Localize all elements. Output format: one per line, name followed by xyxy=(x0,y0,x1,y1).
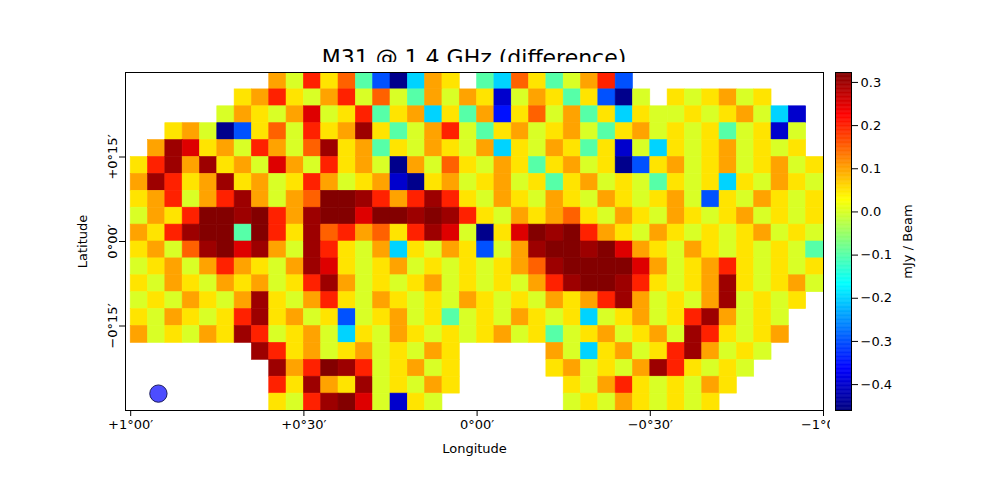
svg-text:0.2: 0.2 xyxy=(861,118,882,133)
svg-text:−0.3: −0.3 xyxy=(861,334,893,349)
svg-text:−1°00′: −1°00′ xyxy=(801,417,830,432)
svg-text:Latitude: Latitude xyxy=(75,215,90,269)
svg-text:−0.4: −0.4 xyxy=(861,377,893,392)
svg-text:−0°15′: −0°15′ xyxy=(105,303,120,348)
svg-text:0.1: 0.1 xyxy=(861,161,882,176)
svg-text:mJy / Beam: mJy / Beam xyxy=(900,204,915,278)
svg-text:+0°30′: +0°30′ xyxy=(281,417,326,432)
svg-text:+1°00′: +1°00′ xyxy=(108,417,153,432)
svg-text:0.3: 0.3 xyxy=(861,75,882,90)
svg-text:Longitude: Longitude xyxy=(442,441,507,456)
svg-text:−0°30′: −0°30′ xyxy=(628,417,673,432)
svg-text:0.0: 0.0 xyxy=(861,204,882,219)
svg-text:−0.2: −0.2 xyxy=(861,290,893,305)
html-text:M31 @ 1.4 GHz (difference): M31 @ 1.4 GHz (difference) xyxy=(321,45,627,70)
svg-text:+0°15′: +0°15′ xyxy=(105,134,120,179)
svg-text:0°00′: 0°00′ xyxy=(460,417,494,432)
svg-text:−0.1: −0.1 xyxy=(861,247,893,262)
svg-text:0°00′: 0°00′ xyxy=(105,224,120,258)
